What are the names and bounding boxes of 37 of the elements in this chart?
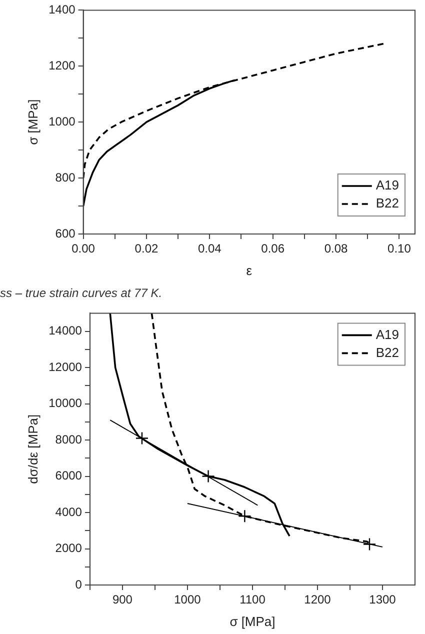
x-tick-label: 0.02 [134, 242, 158, 256]
y-tick-label: 4000 [55, 504, 82, 519]
point [362, 538, 376, 551]
legend-label: B22 [376, 344, 400, 360]
x-tick-label: 1200 [304, 592, 332, 607]
y-tick-label: 2000 [55, 541, 82, 556]
y-tick-label: 800 [55, 170, 76, 184]
x-tick-label: 0.06 [261, 242, 285, 256]
y-tick-label: 0 [75, 577, 82, 592]
x-tick-label: 1300 [369, 592, 396, 607]
x-tick-label: 0.10 [388, 242, 412, 256]
y-axis-title: σ [MPa] [25, 99, 40, 145]
y-tick-label: 12000 [48, 360, 82, 374]
y-tick-label: 600 [55, 226, 76, 240]
text: ss – true strain curves at 77 K. [0, 285, 164, 302]
x-axis-title: σ [MPa] [230, 614, 276, 629]
point [135, 432, 149, 445]
legend-label: A19 [376, 178, 400, 193]
y-tick-label: 1400 [48, 2, 76, 17]
x-tick-label: 0.08 [324, 242, 348, 256]
legend-label: B22 [376, 196, 400, 211]
x-axis-title: ε [246, 262, 252, 278]
y-tick-label: 1000 [48, 114, 76, 128]
legend-label: A19 [376, 326, 400, 342]
point [238, 510, 252, 523]
y-tick-label: 1200 [48, 58, 76, 72]
y-tick-label: 10000 [48, 396, 82, 410]
point [202, 470, 215, 483]
y-tick-label: 6000 [55, 468, 82, 483]
x-tick-label: 0.04 [198, 242, 222, 256]
y-tick-label: 8000 [55, 432, 82, 446]
x-tick-label: 1100 [240, 592, 266, 607]
x-tick-label: 900 [112, 592, 133, 607]
x-tick-label: 0.00 [72, 242, 96, 256]
y-tick-label: 14000 [48, 324, 82, 338]
y-axis-title: dσ/dε [MPa] [25, 414, 40, 484]
x-tick-label: 1000 [174, 592, 202, 607]
